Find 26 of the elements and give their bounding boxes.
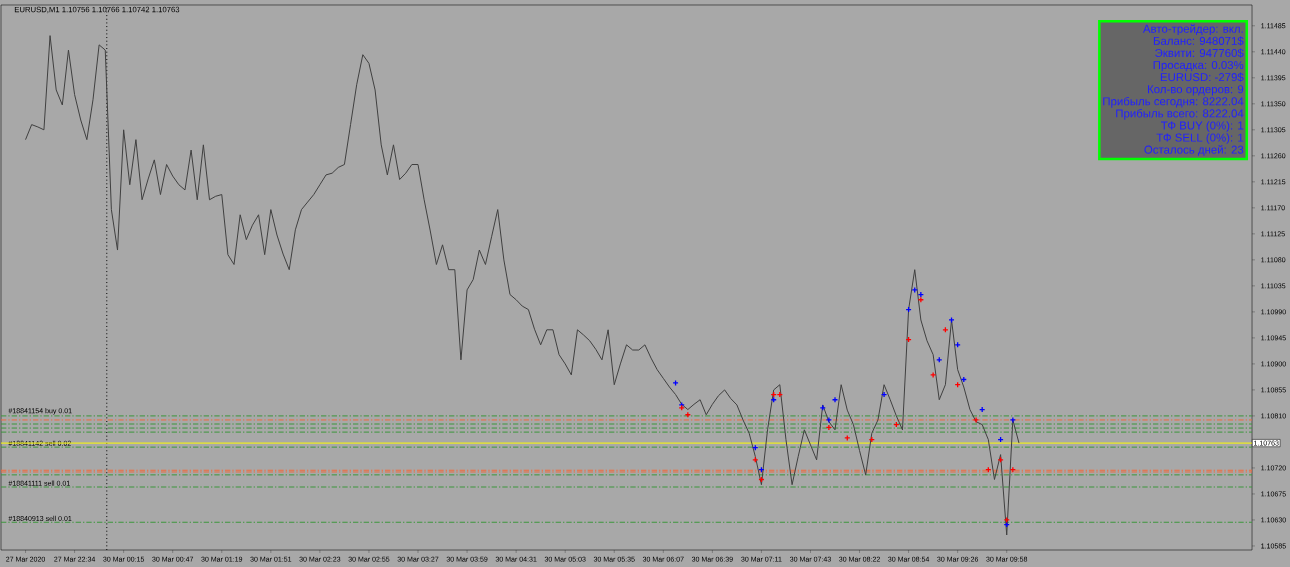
annotation: Кол-во ордеров: 9 xyxy=(1148,85,1244,96)
annotation: EURUSD: -279$ xyxy=(1160,72,1244,82)
annotation: Баланс: 948071$ xyxy=(1153,36,1244,46)
point xyxy=(880,391,888,398)
point xyxy=(917,291,925,298)
annotation: Осталось дней: 23 xyxy=(1144,145,1244,156)
point xyxy=(825,416,833,424)
point xyxy=(948,316,955,324)
point xyxy=(1009,466,1016,473)
point xyxy=(1003,516,1010,524)
point xyxy=(831,396,839,403)
point xyxy=(917,296,925,303)
point xyxy=(1009,416,1016,424)
annotation: ТФ BUY (0%): 1 xyxy=(1161,121,1244,132)
point xyxy=(672,379,679,387)
annotation: Просадка: 0.03% xyxy=(1153,61,1244,72)
point xyxy=(929,371,937,379)
annotation: ТФ SELL (0%): 1 xyxy=(1156,133,1244,144)
point xyxy=(844,434,851,442)
point xyxy=(972,416,980,424)
point xyxy=(911,286,918,294)
annotation: Прибыль всего: 8222.04 xyxy=(1116,108,1244,120)
point xyxy=(825,424,833,431)
annotation: Прибыль сегодня: 8222.04 xyxy=(1103,96,1244,108)
annotation: Эквити: 947760$ xyxy=(1155,48,1244,58)
annotation: Авто-трейдер: вкл. xyxy=(1142,24,1243,36)
